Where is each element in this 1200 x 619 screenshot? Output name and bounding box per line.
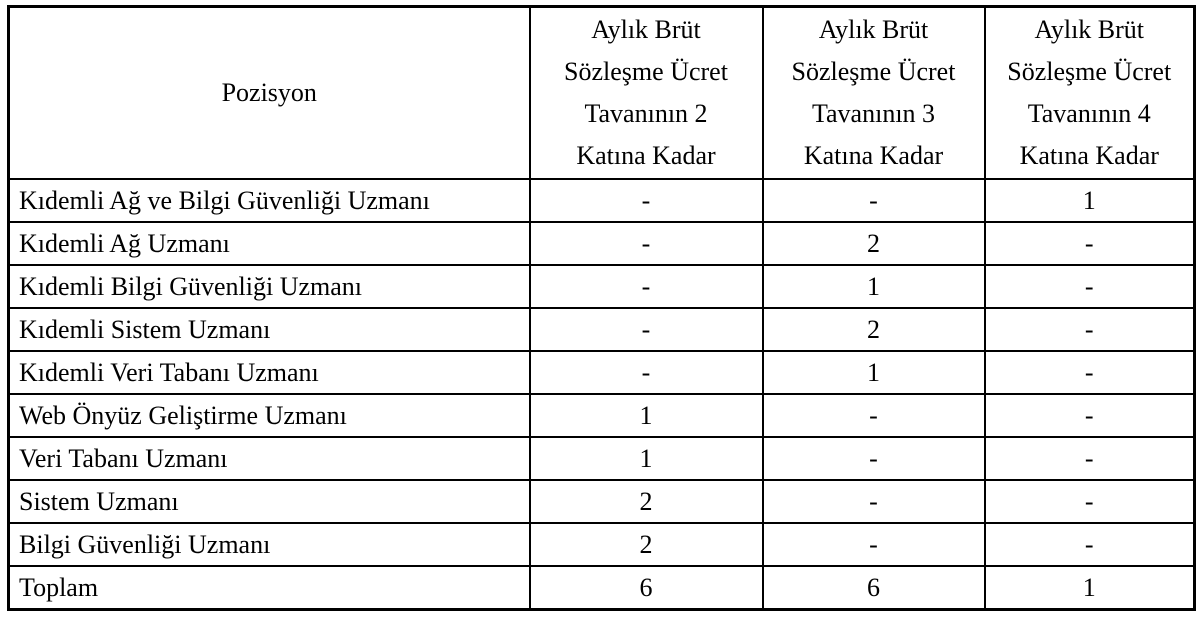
table-row: Kıdemli Veri Tabanı Uzmanı - 1 - [7, 350, 1196, 395]
count-cell-2x: - [528, 178, 764, 223]
count-cell-3x: 1 [761, 264, 986, 309]
count-cell-4x: - [983, 522, 1196, 567]
header-line: Katına Kadar [1019, 141, 1159, 170]
count-cell-2x: 2 [528, 522, 764, 567]
header-line: Tavanının 3 [811, 99, 936, 128]
count-cell-3x: 2 [761, 307, 986, 352]
table-row: Kıdemli Sistem Uzmanı - 2 - [7, 307, 1196, 352]
total-cell-4x: 1 [983, 565, 1196, 611]
table-row: Web Önyüz Geliştirme Uzmanı 1 - - [7, 393, 1196, 438]
column-header-3x-ceiling: Aylık Brüt Sözleşme Ücret Tavanının 3 Ka… [761, 5, 986, 180]
count-cell-3x: 1 [761, 350, 986, 395]
header-line: Sözleşme Ücret [1007, 57, 1172, 86]
count-cell-4x: - [983, 393, 1196, 438]
header-line: Aylık Brüt [818, 15, 929, 44]
count-cell-2x: - [528, 221, 764, 266]
count-cell-4x: - [983, 307, 1196, 352]
position-cell: Kıdemli Veri Tabanı Uzmanı [7, 350, 531, 395]
position-cell: Veri Tabanı Uzmanı [7, 436, 531, 481]
position-cell: Sistem Uzmanı [7, 479, 531, 524]
count-cell-3x: - [761, 178, 986, 223]
column-header-2x-ceiling: Aylık Brüt Sözleşme Ücret Tavanının 2 Ka… [528, 5, 764, 180]
header-line: Katına Kadar [803, 141, 944, 170]
count-cell-2x: - [528, 264, 764, 309]
count-cell-4x: 1 [983, 178, 1196, 223]
table-row: Kıdemli Bilgi Güvenliği Uzmanı - 1 - [7, 264, 1196, 309]
table-body: Kıdemli Ağ ve Bilgi Güvenliği Uzmanı - -… [7, 178, 1196, 611]
header-line: Tavanının 4 [1027, 99, 1151, 128]
position-cell: Web Önyüz Geliştirme Uzmanı [7, 393, 531, 438]
table-row: Bilgi Güvenliği Uzmanı 2 - - [7, 522, 1196, 567]
count-cell-2x: 1 [528, 436, 764, 481]
header-line: Aylık Brüt [591, 15, 701, 44]
count-cell-2x: 1 [528, 393, 764, 438]
header-line: Aylık Brüt [1034, 15, 1145, 44]
total-label-cell: Toplam [7, 565, 531, 611]
position-cell: Kıdemli Sistem Uzmanı [7, 307, 531, 352]
total-cell-3x: 6 [761, 565, 986, 611]
count-cell-2x: 2 [528, 479, 764, 524]
table-row-total: Toplam 6 6 1 [7, 565, 1196, 611]
table-row: Kıdemli Ağ Uzmanı - 2 - [7, 221, 1196, 266]
column-header-4x-ceiling: Aylık Brüt Sözleşme Ücret Tavanının 4 Ka… [983, 5, 1196, 180]
count-cell-2x: - [528, 350, 764, 395]
count-cell-2x: - [528, 307, 764, 352]
count-cell-4x: - [983, 436, 1196, 481]
count-cell-4x: - [983, 350, 1196, 395]
count-cell-3x: - [761, 479, 986, 524]
count-cell-4x: - [983, 221, 1196, 266]
count-cell-3x: - [761, 522, 986, 567]
table-row: Sistem Uzmanı 2 - - [7, 479, 1196, 524]
header-row: Pozisyon Aylık Brüt Sözleşme Ücret Tavan… [7, 5, 1196, 180]
count-cell-3x: - [761, 393, 986, 438]
position-salary-table: Pozisyon Aylık Brüt Sözleşme Ücret Tavan… [7, 5, 1196, 611]
position-cell: Kıdemli Ağ Uzmanı [7, 221, 531, 266]
position-cell: Bilgi Güvenliği Uzmanı [7, 522, 531, 567]
count-cell-4x: - [983, 479, 1196, 524]
total-cell-2x: 6 [528, 565, 764, 611]
position-cell: Kıdemli Bilgi Güvenliği Uzmanı [7, 264, 531, 309]
header-line: Sözleşme Ücret [791, 57, 956, 86]
count-cell-3x: 2 [761, 221, 986, 266]
count-cell-4x: - [983, 264, 1196, 309]
table-header: Pozisyon Aylık Brüt Sözleşme Ücret Tavan… [7, 5, 1196, 180]
count-cell-3x: - [761, 436, 986, 481]
table-row: Veri Tabanı Uzmanı 1 - - [7, 436, 1196, 481]
column-header-pozisyon: Pozisyon [7, 5, 531, 180]
header-line: Tavanının 2 [584, 99, 708, 128]
header-line: Sözleşme Ücret [564, 57, 728, 86]
header-line: Katına Kadar [576, 141, 716, 170]
position-cell: Kıdemli Ağ ve Bilgi Güvenliği Uzmanı [7, 178, 531, 223]
table-row: Kıdemli Ağ ve Bilgi Güvenliği Uzmanı - -… [7, 178, 1196, 223]
